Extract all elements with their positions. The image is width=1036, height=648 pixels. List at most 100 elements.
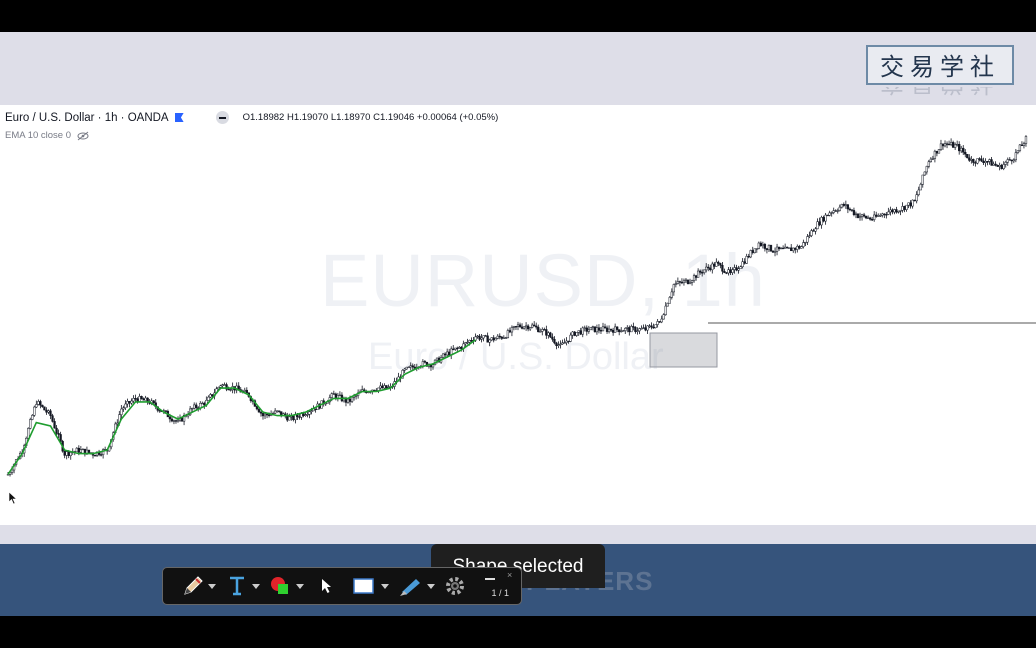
text-dropdown-icon[interactable]	[252, 584, 260, 589]
candle-body	[883, 213, 886, 215]
candle-body	[763, 244, 767, 249]
candle-body	[567, 340, 570, 343]
collapse-icon[interactable]	[215, 111, 229, 124]
candle-body	[974, 162, 977, 164]
candle-body	[978, 158, 981, 160]
minimize-icon[interactable]	[485, 578, 495, 580]
candle-body	[132, 398, 135, 402]
candle-body	[563, 342, 566, 344]
candle-body	[425, 362, 429, 367]
candle-body	[830, 212, 833, 214]
candle-body	[174, 420, 178, 422]
candle-body	[660, 318, 663, 323]
candle-body	[407, 366, 410, 369]
candle-body	[585, 327, 588, 332]
shape-color-tool-button[interactable]	[267, 573, 293, 599]
candle-body	[126, 401, 129, 405]
eye-hidden-icon[interactable]	[77, 131, 89, 141]
candle-body	[484, 335, 487, 337]
candle-body	[411, 365, 414, 368]
text-tool-button[interactable]	[225, 573, 249, 599]
candle-body	[223, 384, 226, 386]
candle-body	[956, 144, 959, 146]
indicator-label[interactable]: EMA 10 close 0	[5, 130, 72, 141]
candle-body	[917, 189, 920, 195]
candle-body	[553, 338, 556, 344]
candle-body	[834, 210, 837, 212]
candle-body	[622, 330, 625, 332]
candle-body	[605, 327, 609, 332]
candle-body	[678, 281, 682, 283]
rectangle-tool-button[interactable]	[351, 573, 377, 599]
candle-body	[654, 324, 657, 328]
close-icon[interactable]: ×	[507, 570, 513, 580]
candle-body	[743, 261, 746, 264]
candle-body	[152, 400, 155, 404]
candle-body	[57, 433, 60, 435]
candle-body	[381, 385, 384, 389]
candle-body	[755, 248, 758, 250]
candle-body	[45, 409, 48, 413]
candle-body	[496, 335, 499, 339]
pointer-tool-button[interactable]	[317, 573, 337, 599]
candle-body	[257, 408, 261, 413]
candle-body	[314, 408, 317, 410]
candle-body	[919, 184, 922, 191]
candle-body	[666, 303, 669, 307]
pointer-icon	[322, 579, 331, 593]
candle-body	[684, 279, 688, 282]
candle-body	[879, 215, 882, 217]
candle-body	[751, 250, 754, 253]
price-chart[interactable]	[0, 105, 1036, 525]
chart-watermark-description: Euro / U.S. Dollar	[368, 336, 664, 378]
rectangle-annotation[interactable]	[649, 332, 718, 368]
candle-body	[599, 330, 603, 332]
chart-area[interactable]	[0, 105, 1036, 525]
candle-body	[176, 419, 180, 422]
candle-body	[304, 414, 307, 416]
candle-body	[769, 244, 773, 252]
candle-body	[1018, 144, 1022, 151]
candle-body	[470, 340, 473, 342]
candle-body	[682, 280, 686, 284]
candle-body	[140, 396, 143, 400]
symbol-title[interactable]: Euro / U.S. Dollar · 1h · OANDA	[5, 111, 169, 124]
candle-body	[927, 161, 930, 167]
ema-line[interactable]	[7, 339, 476, 475]
candle-body	[976, 158, 979, 164]
candle-body	[911, 199, 914, 207]
candle-body	[75, 447, 78, 452]
candle-body	[862, 214, 866, 217]
candle-body	[909, 202, 912, 207]
candle-body	[899, 210, 902, 212]
candle-body	[826, 214, 829, 217]
candle-body	[735, 267, 738, 271]
candle-body	[656, 321, 659, 325]
candle-body	[466, 341, 469, 344]
candle-body	[749, 250, 752, 258]
candle-body	[43, 406, 46, 411]
highlighter-tool-button[interactable]	[397, 573, 425, 599]
settings-tool-button[interactable]	[443, 573, 467, 599]
candle-body	[630, 326, 633, 333]
gear-icon	[446, 577, 464, 595]
candle-body	[130, 400, 133, 404]
candle-body	[520, 326, 524, 329]
highlighter-dropdown-icon[interactable]	[427, 584, 435, 589]
candle-body	[875, 214, 878, 217]
candle-body	[741, 261, 744, 268]
candle-body	[423, 361, 427, 363]
candle-body	[288, 416, 291, 421]
candle-body	[836, 210, 839, 212]
candle-body	[937, 149, 941, 154]
pencil-dropdown-icon[interactable]	[208, 584, 216, 589]
candle-body	[818, 221, 821, 226]
candle-body	[300, 413, 303, 418]
shape-dropdown-icon[interactable]	[296, 584, 304, 589]
candle-body	[512, 326, 516, 328]
flag-icon[interactable]	[174, 113, 184, 122]
pencil-tool-button[interactable]	[179, 573, 207, 599]
rectangle-dropdown-icon[interactable]	[381, 584, 389, 589]
candle-body	[703, 269, 706, 273]
candle-body	[771, 250, 775, 253]
